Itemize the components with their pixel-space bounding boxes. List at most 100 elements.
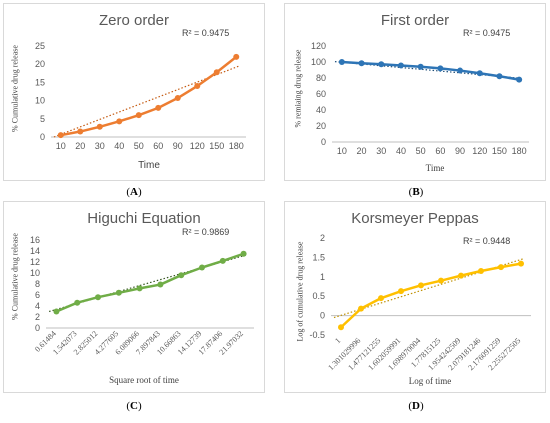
r-squared-label: R² = 0.9475 bbox=[463, 28, 511, 38]
x-tick-label: 180 bbox=[512, 146, 527, 156]
x-tick-label: 10 bbox=[337, 146, 347, 156]
chart-panel-a: Zero order R² = 0.9475 % Cumulative drug… bbox=[3, 3, 265, 181]
data-point bbox=[213, 69, 220, 76]
data-point bbox=[174, 95, 181, 102]
y-tick-label: 15 bbox=[35, 77, 45, 87]
chart-panel-d: Korsmeyer Peppas R² = 0.9448 Log of cumu… bbox=[284, 201, 546, 393]
x-tick-label: 20 bbox=[75, 141, 85, 151]
chart-panel-b: First order R² = 0.9475 % remiaing drug … bbox=[284, 3, 546, 181]
x-tick-label: 120 bbox=[472, 146, 487, 156]
data-point bbox=[397, 62, 404, 69]
series-line bbox=[60, 55, 238, 137]
data-point bbox=[77, 128, 84, 135]
chart-plot: 0 5 10 15 20 25 10 20 30 40 50 60 90 120 150 180 bbox=[35, 41, 246, 151]
data-point bbox=[498, 264, 504, 271]
chart-title: Higuchi Equation bbox=[87, 210, 201, 227]
x-tick-label: 60 bbox=[435, 146, 445, 156]
panel-caption: (A) bbox=[126, 186, 142, 198]
data-point bbox=[178, 272, 185, 279]
y-tick-label: 20 bbox=[35, 59, 45, 69]
x-tick-label: 90 bbox=[173, 141, 183, 151]
y-tick-label: 25 bbox=[35, 41, 45, 51]
data-point bbox=[417, 63, 424, 70]
x-axis-label: Log of time bbox=[408, 376, 452, 386]
x-tick-label: 1 bbox=[333, 336, 342, 345]
data-point bbox=[96, 123, 103, 130]
chart-title: Zero order bbox=[98, 12, 170, 29]
x-tick-label: 40 bbox=[114, 141, 124, 151]
data-point bbox=[438, 277, 444, 284]
chart-title: Korsmeyer Peppas bbox=[351, 210, 479, 227]
data-point bbox=[378, 61, 385, 68]
data-point bbox=[53, 308, 60, 315]
y-tick-label: 16 bbox=[30, 235, 40, 245]
data-point bbox=[135, 112, 142, 119]
y-tick-label: 2 bbox=[320, 233, 325, 243]
panel-caption: (D) bbox=[408, 400, 424, 412]
data-point bbox=[95, 294, 101, 301]
y-tick-label: 1 bbox=[320, 272, 325, 282]
y-tick-label: 0 bbox=[35, 323, 40, 333]
x-tick-label: 120 bbox=[190, 141, 205, 151]
data-point bbox=[199, 264, 205, 271]
data-point bbox=[437, 65, 444, 72]
data-point bbox=[418, 282, 424, 289]
x-tick-label: 40 bbox=[396, 146, 406, 156]
x-tick-label: 20 bbox=[357, 146, 367, 156]
y-tick-label: 12 bbox=[30, 257, 40, 267]
x-tick-label: 30 bbox=[95, 141, 105, 151]
y-tick-label: 4 bbox=[35, 301, 40, 311]
data-point bbox=[516, 76, 523, 83]
x-axis-label: Time bbox=[138, 160, 160, 171]
chart-panel-c: Higuchi Equation R² = 0.9869 % Cumulativ… bbox=[3, 201, 265, 393]
r-squared-label: R² = 0.9475 bbox=[182, 28, 230, 38]
y-tick-label: 20 bbox=[316, 121, 326, 131]
chart-plot: -0.500.511.5211.3010299961.4771212551.60… bbox=[309, 233, 531, 372]
data-point bbox=[338, 59, 345, 65]
x-tick-label: 10 bbox=[56, 141, 66, 151]
y-tick-label: 0 bbox=[40, 132, 45, 142]
y-tick-label: 10 bbox=[35, 96, 45, 106]
y-tick-label: 120 bbox=[311, 41, 326, 51]
x-axis-label: Square root of time bbox=[109, 375, 179, 385]
data-point bbox=[57, 132, 64, 139]
data-point bbox=[476, 70, 483, 77]
data-point bbox=[338, 324, 344, 331]
data-point bbox=[358, 60, 365, 67]
chart-title: First order bbox=[380, 12, 450, 29]
y-tick-label: 40 bbox=[316, 105, 326, 115]
y-tick-label: 1.5 bbox=[312, 252, 325, 262]
series-line bbox=[55, 252, 245, 313]
y-tick-label: 60 bbox=[316, 89, 326, 99]
y-tick-label: 100 bbox=[311, 57, 326, 67]
panel-caption: (C) bbox=[126, 400, 142, 412]
y-tick-label: 5 bbox=[40, 114, 45, 124]
data-point bbox=[458, 272, 464, 279]
data-point bbox=[136, 285, 143, 292]
y-tick-label: 2 bbox=[35, 312, 40, 322]
x-tick-label: 150 bbox=[492, 146, 507, 156]
data-point bbox=[115, 289, 122, 296]
x-tick-label: 180 bbox=[229, 141, 244, 151]
y-tick-label: 80 bbox=[316, 73, 326, 83]
y-tick-label: 0 bbox=[321, 137, 326, 147]
data-point bbox=[116, 118, 123, 125]
data-point bbox=[194, 83, 201, 90]
r-squared-label: R² = 0.9448 bbox=[463, 236, 511, 246]
data-point bbox=[74, 299, 81, 306]
data-point bbox=[398, 288, 404, 295]
data-point bbox=[358, 305, 364, 312]
y-tick-label: 14 bbox=[30, 246, 40, 256]
y-tick-label: 6 bbox=[35, 290, 40, 300]
x-tick-label: 50 bbox=[416, 146, 426, 156]
y-tick-label: 8 bbox=[35, 279, 40, 289]
chart-plot: 02468101214160.614841.5420732.8250124.27… bbox=[30, 235, 254, 357]
y-tick-label: 10 bbox=[30, 268, 40, 278]
data-point bbox=[240, 250, 247, 257]
x-tick-label: 30 bbox=[376, 146, 386, 156]
x-axis-label: Time bbox=[425, 163, 445, 173]
y-tick-label: 0 bbox=[320, 311, 325, 321]
trendline bbox=[48, 254, 247, 313]
data-point bbox=[496, 73, 503, 80]
x-tick-label: 90 bbox=[455, 146, 465, 156]
